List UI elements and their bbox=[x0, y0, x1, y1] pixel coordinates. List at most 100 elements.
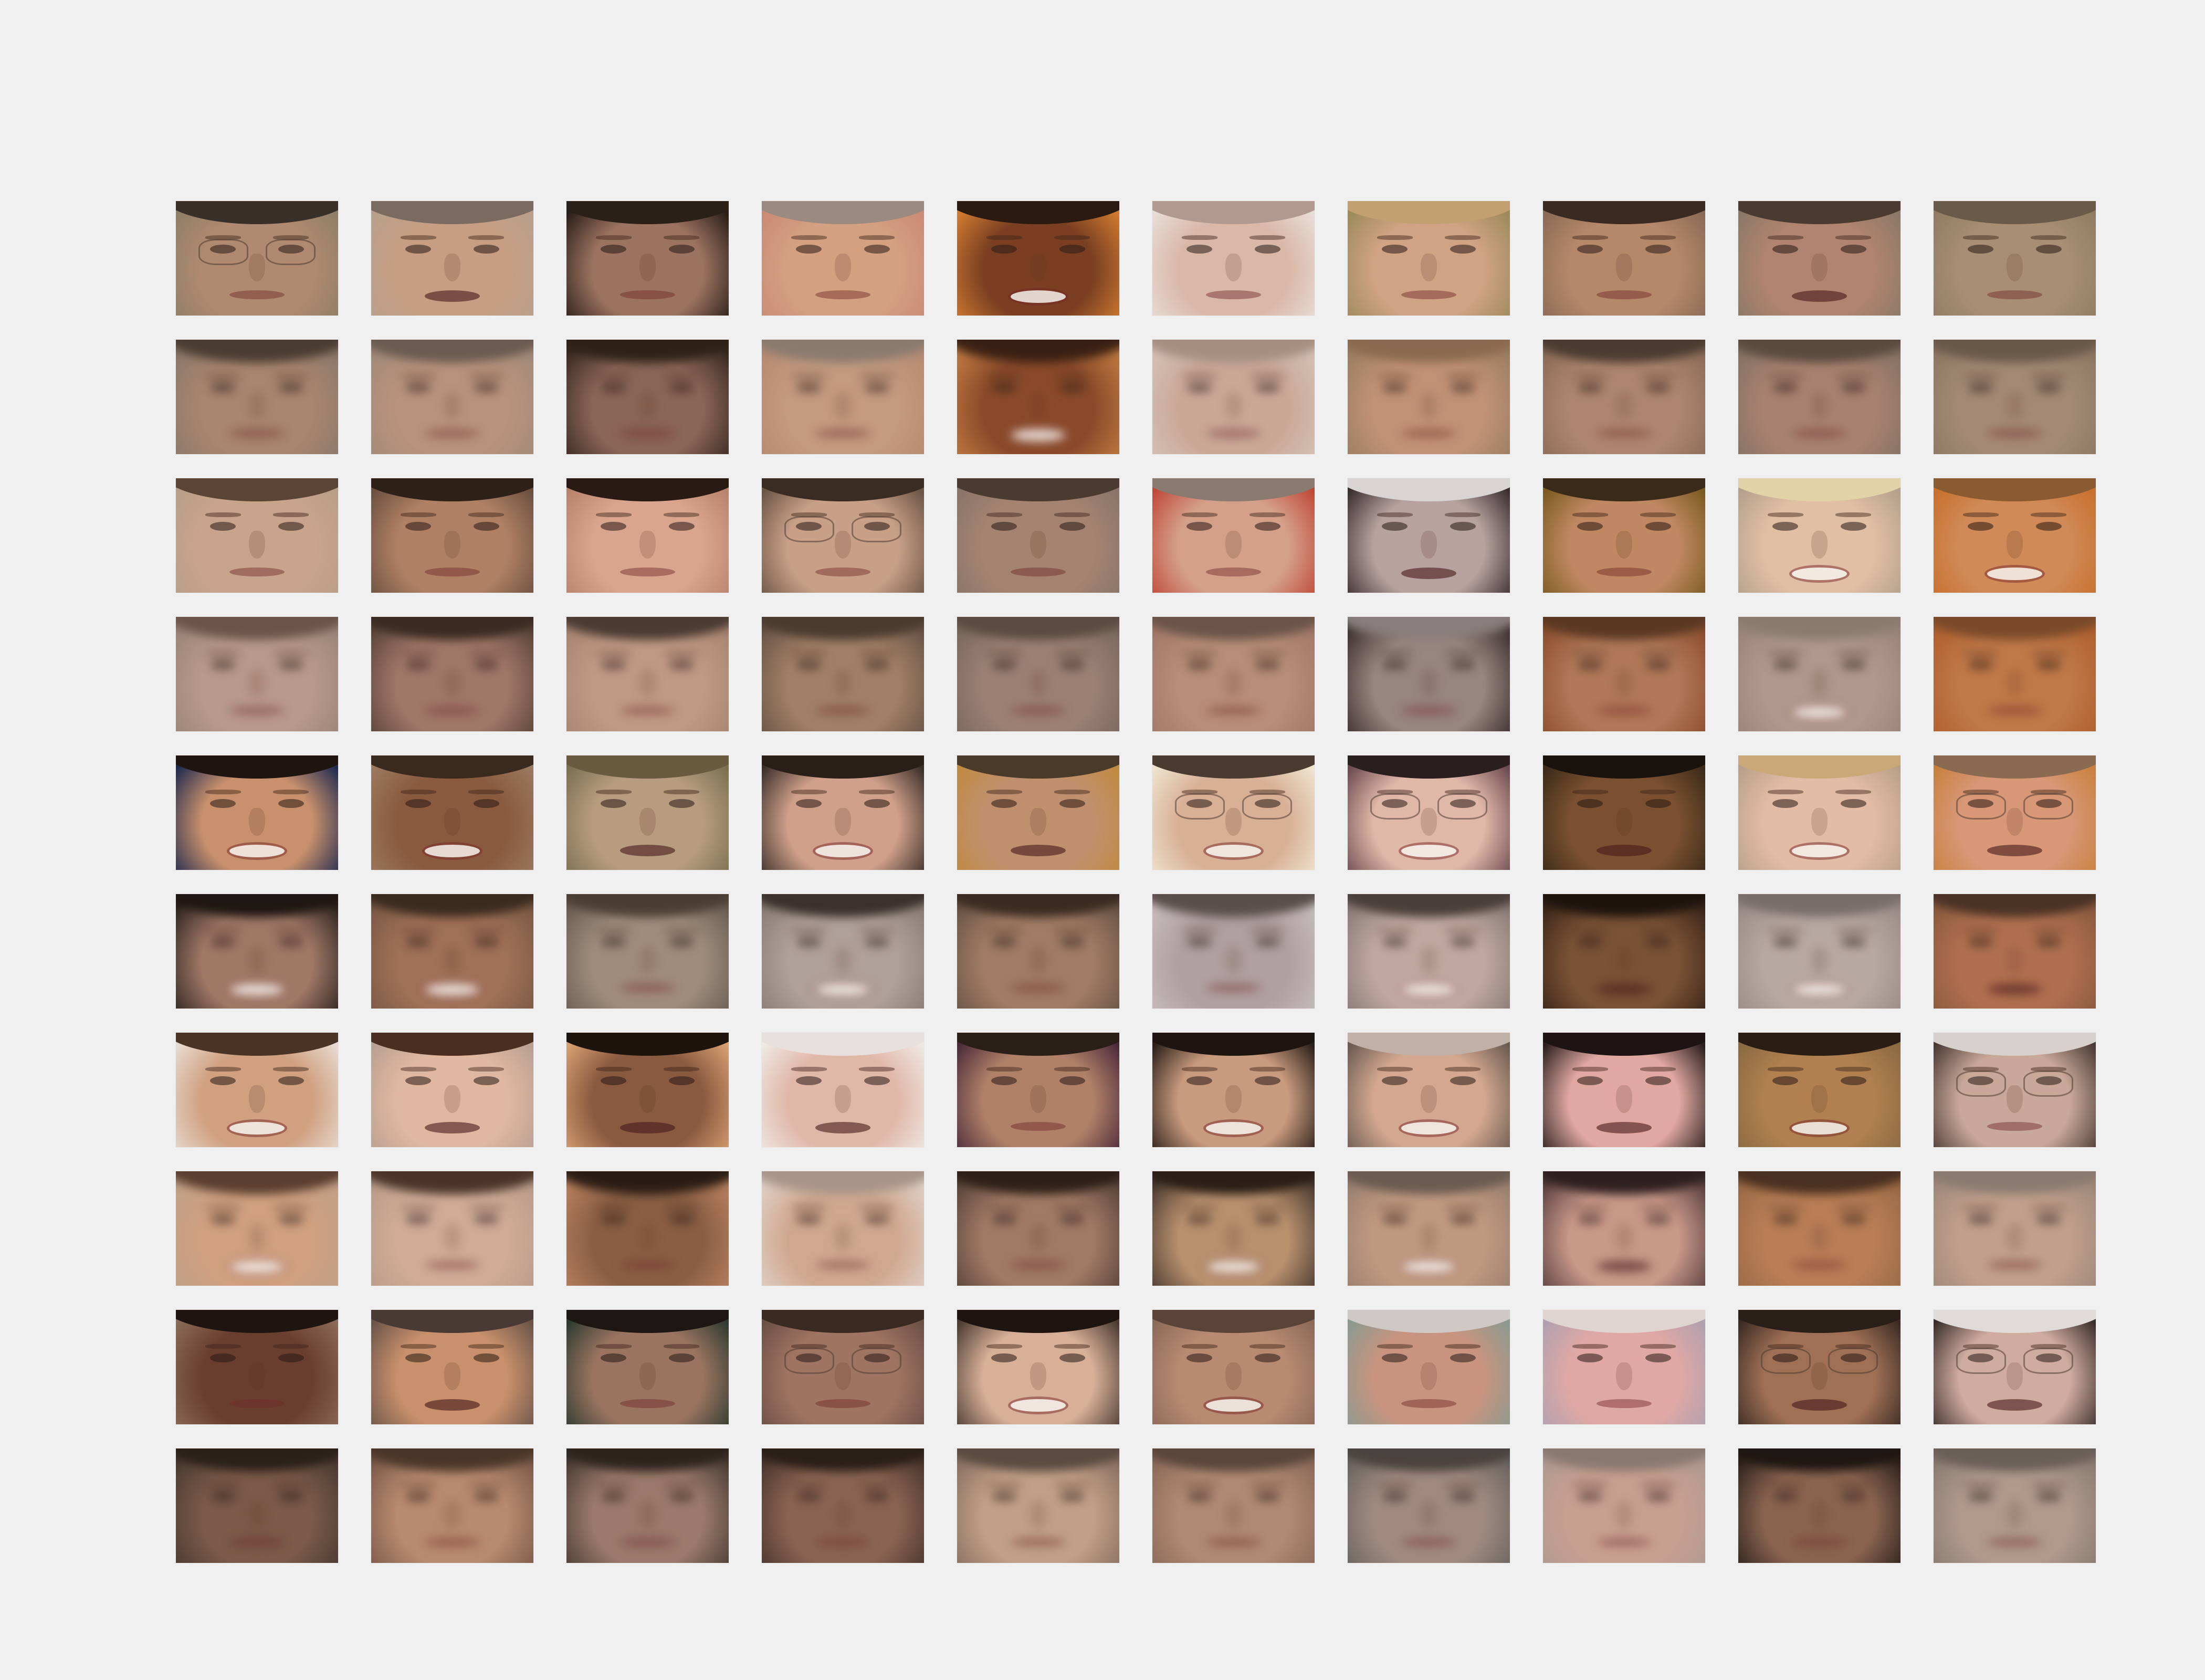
original-face-thumbnail-r5-c4 bbox=[762, 755, 924, 870]
eye bbox=[473, 1492, 500, 1502]
eyebrow bbox=[468, 1483, 505, 1488]
mouth bbox=[1596, 1261, 1652, 1272]
face-features bbox=[1152, 201, 1315, 316]
eye bbox=[1645, 1076, 1672, 1086]
mouth bbox=[1205, 290, 1262, 300]
hair bbox=[762, 478, 924, 501]
face-features bbox=[762, 1033, 924, 1147]
eyebrow bbox=[859, 1483, 895, 1488]
eye bbox=[991, 1492, 1017, 1502]
eyebrow bbox=[2031, 1067, 2067, 1072]
nose bbox=[1030, 947, 1046, 974]
face-features bbox=[762, 340, 924, 454]
face-features bbox=[1543, 1171, 1705, 1286]
face-features bbox=[762, 1171, 924, 1286]
eyebrow bbox=[595, 790, 632, 795]
eye bbox=[1772, 799, 1799, 808]
original-face-thumbnail-r9-c6 bbox=[1152, 1310, 1315, 1424]
eye bbox=[1381, 1492, 1408, 1502]
eyebrow bbox=[1377, 1205, 1413, 1211]
eye bbox=[209, 1353, 236, 1363]
mouth bbox=[620, 1261, 676, 1270]
eyebrow bbox=[1640, 374, 1676, 379]
nose bbox=[1616, 669, 1632, 697]
mouth bbox=[620, 568, 676, 577]
eyebrow bbox=[791, 1344, 827, 1349]
eye bbox=[1450, 1076, 1476, 1086]
eye bbox=[1254, 1076, 1281, 1086]
reconstructed-face-thumbnail-r4-c1 bbox=[176, 617, 338, 731]
eyebrow bbox=[400, 1483, 436, 1488]
hair bbox=[1543, 894, 1705, 917]
eye bbox=[1381, 660, 1408, 670]
eyebrow bbox=[1445, 1344, 1481, 1349]
eyebrow bbox=[468, 1205, 505, 1211]
eye bbox=[600, 1353, 627, 1363]
hair bbox=[762, 1448, 924, 1472]
eyebrow bbox=[1250, 235, 1286, 240]
hair bbox=[1738, 617, 1900, 640]
hair bbox=[1348, 617, 1510, 640]
eyebrow bbox=[205, 235, 241, 240]
hair bbox=[1738, 478, 1900, 501]
mouth bbox=[1401, 1538, 1457, 1547]
reconstructed-face-thumbnail-r6-c1 bbox=[176, 894, 338, 1009]
eye bbox=[600, 1076, 627, 1086]
eyebrow bbox=[1767, 1344, 1803, 1349]
eyebrow bbox=[400, 1344, 436, 1349]
eyebrow bbox=[1377, 790, 1413, 795]
eye bbox=[2035, 521, 2062, 531]
original-face-thumbnail-r1-c5 bbox=[957, 201, 1119, 316]
eye bbox=[1059, 1353, 1086, 1363]
original-face-thumbnail-r9-c5 bbox=[957, 1310, 1119, 1424]
eyebrow bbox=[205, 512, 241, 518]
eyebrow bbox=[791, 651, 827, 656]
eye bbox=[1772, 383, 1799, 393]
eyebrow bbox=[1181, 1344, 1217, 1349]
reconstructed-face-thumbnail-r4-c6 bbox=[1152, 617, 1315, 731]
face-features bbox=[1738, 1171, 1900, 1286]
nose bbox=[639, 1085, 656, 1113]
eye bbox=[600, 660, 627, 670]
eye bbox=[1577, 1492, 1603, 1502]
hair bbox=[1348, 1171, 1510, 1194]
hair bbox=[371, 1171, 533, 1194]
nose bbox=[1225, 1362, 1242, 1390]
eye bbox=[278, 1353, 304, 1363]
eyebrow bbox=[1250, 790, 1286, 795]
eyebrow bbox=[1054, 235, 1090, 240]
eyebrow bbox=[205, 651, 241, 656]
eye bbox=[1254, 521, 1281, 531]
mouth bbox=[1791, 1261, 1847, 1270]
hair bbox=[1348, 894, 1510, 917]
eyebrow bbox=[1962, 790, 1999, 795]
nose bbox=[835, 1224, 851, 1252]
mouth bbox=[815, 1261, 871, 1270]
glasses bbox=[1370, 793, 1488, 820]
hair bbox=[1348, 1310, 1510, 1333]
nose bbox=[1811, 1085, 1828, 1113]
nose bbox=[2007, 1224, 2023, 1252]
eyebrow bbox=[664, 235, 700, 240]
eye bbox=[1577, 660, 1603, 670]
eye bbox=[1186, 1214, 1213, 1224]
eyebrow bbox=[1767, 1483, 1803, 1488]
face-features bbox=[1543, 1033, 1705, 1147]
face-features bbox=[1348, 1033, 1510, 1147]
eyebrow bbox=[1572, 1483, 1608, 1488]
eye bbox=[864, 521, 890, 531]
eye bbox=[795, 1214, 822, 1224]
reconstructed-face-thumbnail-r4-c7 bbox=[1348, 617, 1510, 731]
original-face-thumbnail-r9-c4 bbox=[762, 1310, 924, 1424]
eye bbox=[991, 244, 1017, 254]
eye bbox=[2035, 937, 2062, 947]
nose bbox=[249, 531, 265, 559]
face-features bbox=[371, 755, 533, 870]
hair bbox=[957, 1033, 1119, 1056]
eye bbox=[1059, 937, 1086, 947]
eyebrow bbox=[1767, 1067, 1803, 1072]
nose bbox=[1225, 669, 1242, 697]
eyebrow bbox=[1835, 651, 1872, 656]
reconstructed-face-thumbnail-r4-c2 bbox=[371, 617, 533, 731]
hair bbox=[1543, 1033, 1705, 1056]
